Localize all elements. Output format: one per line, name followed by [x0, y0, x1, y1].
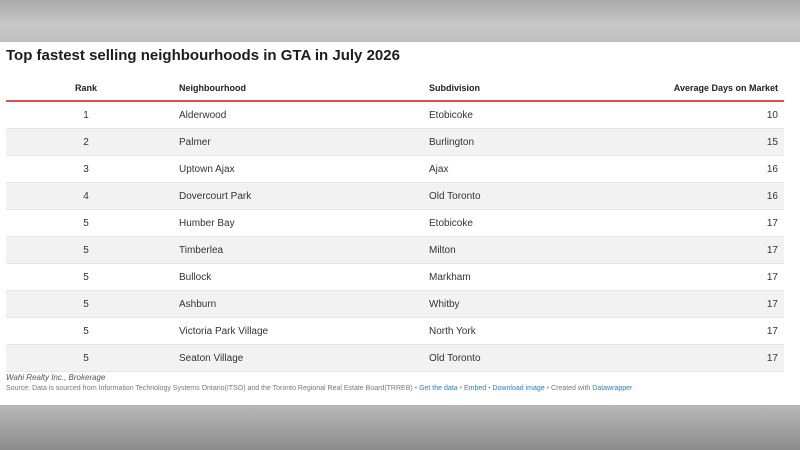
separator: • — [488, 385, 491, 392]
days-cell: 16 — [629, 155, 784, 183]
datawrapper-link[interactable]: Datawrapper — [592, 385, 633, 392]
rank-cell: 3 — [6, 155, 166, 183]
subdivision-cell: Old Toronto — [429, 344, 629, 372]
table-row: 4 Dovercourt Park Old Toronto 16 — [6, 182, 784, 210]
get-data-link[interactable]: Get the data — [419, 385, 458, 392]
table-row: 5 Humber Bay Etobicoke 17 — [6, 209, 784, 237]
separator: • — [414, 385, 418, 392]
table-row: 1 Alderwood Etobicoke 10 — [6, 101, 784, 129]
background-bottom — [0, 405, 800, 450]
table-row: 5 Ashburn Whitby 17 — [6, 290, 784, 318]
separator: • — [546, 385, 550, 392]
neighbourhood-cell: Alderwood — [166, 101, 429, 129]
rank-cell: 5 — [6, 344, 166, 372]
days-cell: 17 — [629, 317, 784, 345]
days-cell: 10 — [629, 101, 784, 129]
neighbourhood-cell: Victoria Park Village — [166, 317, 429, 345]
days-cell: 17 — [629, 290, 784, 318]
neighbourhood-cell: Ashburn — [166, 290, 429, 318]
created-with-text: Created with — [551, 385, 591, 392]
subdivision-cell: Markham — [429, 263, 629, 291]
column-header-rank[interactable]: Rank — [6, 76, 166, 102]
rank-cell: 5 — [6, 263, 166, 291]
download-image-link[interactable]: Download image — [492, 385, 545, 392]
rank-cell: 5 — [6, 236, 166, 264]
table-row: 5 Victoria Park Village North York 17 — [6, 317, 784, 345]
subdivision-cell: Old Toronto — [429, 182, 629, 210]
rank-cell: 5 — [6, 317, 166, 345]
chart-card: Top fastest selling neighbourhoods in GT… — [0, 42, 800, 405]
table-row: 3 Uptown Ajax Ajax 16 — [6, 155, 784, 183]
rank-cell: 2 — [6, 128, 166, 156]
embed-link[interactable]: Embed — [463, 385, 487, 392]
subdivision-cell: North York — [429, 317, 629, 345]
rank-cell: 5 — [6, 290, 166, 318]
data-table: Rank Neighbourhood Subdivision Average D… — [6, 76, 784, 372]
neighbourhood-cell: Palmer — [166, 128, 429, 156]
background-top — [0, 0, 800, 42]
neighbourhood-cell: Bullock — [166, 263, 429, 291]
subdivision-cell: Whitby — [429, 290, 629, 318]
subdivision-cell: Burlington — [429, 128, 629, 156]
separator: • — [459, 385, 463, 392]
rank-cell: 5 — [6, 209, 166, 237]
subdivision-cell: Ajax — [429, 155, 629, 183]
subdivision-cell: Etobicoke — [429, 101, 629, 129]
footer: Source: Data is sourced from Information… — [6, 385, 632, 392]
days-cell: 17 — [629, 263, 784, 291]
column-header-days[interactable]: Average Days on Market — [629, 76, 784, 102]
column-header-subdivision[interactable]: Subdivision — [429, 76, 629, 102]
source-text: Source: Data is sourced from Information… — [6, 385, 413, 392]
days-cell: 17 — [629, 236, 784, 264]
table-header-row: Rank Neighbourhood Subdivision Average D… — [6, 76, 784, 102]
table-row: 2 Palmer Burlington 15 — [6, 128, 784, 156]
table-row: 5 Seaton Village Old Toronto 17 — [6, 344, 784, 372]
days-cell: 17 — [629, 344, 784, 372]
days-cell: 17 — [629, 209, 784, 237]
neighbourhood-cell: Humber Bay — [166, 209, 429, 237]
table-body: 1 Alderwood Etobicoke 10 2 Palmer Burlington 15… — [6, 101, 784, 372]
rank-cell: 4 — [6, 182, 166, 210]
rank-cell: 1 — [6, 101, 166, 129]
subdivision-cell: Milton — [429, 236, 629, 264]
neighbourhood-cell: Timberlea — [166, 236, 429, 264]
credit-line: Wahi Realty Inc., Brokerage — [6, 373, 106, 382]
neighbourhood-cell: Seaton Village — [166, 344, 429, 372]
chart-title: Top fastest selling neighbourhoods in GT… — [6, 47, 400, 64]
days-cell: 15 — [629, 128, 784, 156]
subdivision-cell: Etobicoke — [429, 209, 629, 237]
neighbourhood-cell: Dovercourt Park — [166, 182, 429, 210]
days-cell: 16 — [629, 182, 784, 210]
table-row: 5 Bullock Markham 17 — [6, 263, 784, 291]
table-row: 5 Timberlea Milton 17 — [6, 236, 784, 264]
neighbourhood-cell: Uptown Ajax — [166, 155, 429, 183]
column-header-neighbourhood[interactable]: Neighbourhood — [166, 76, 429, 102]
